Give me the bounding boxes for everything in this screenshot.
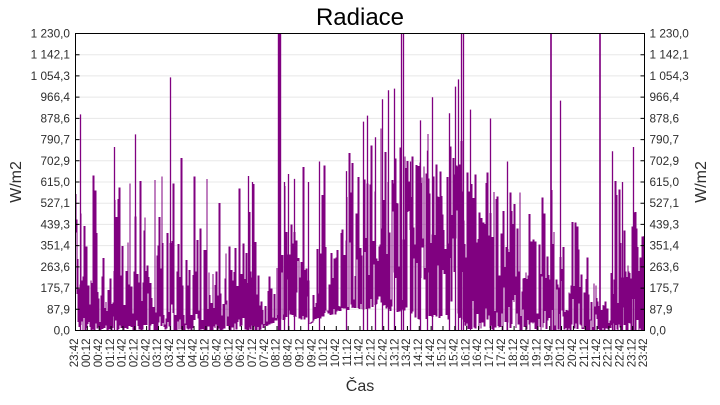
svg-text:17:12: 17:12 — [484, 339, 496, 368]
svg-text:00:12: 00:12 — [81, 339, 93, 368]
svg-text:08:42: 08:42 — [283, 339, 295, 368]
svg-text:00:42: 00:42 — [93, 339, 105, 368]
svg-text:351,4: 351,4 — [650, 239, 680, 253]
svg-text:11:12: 11:12 — [342, 339, 354, 367]
svg-text:09:12: 09:12 — [294, 339, 306, 368]
svg-text:1 142,1: 1 142,1 — [650, 48, 689, 62]
svg-text:878,6: 878,6 — [40, 111, 70, 125]
svg-text:01:12: 01:12 — [105, 339, 117, 368]
svg-text:263,6: 263,6 — [40, 260, 70, 274]
svg-text:07:42: 07:42 — [259, 339, 271, 368]
svg-text:19:12: 19:12 — [532, 339, 544, 368]
svg-text:702,9: 702,9 — [650, 154, 680, 168]
svg-text:20:12: 20:12 — [555, 339, 567, 368]
svg-text:263,6: 263,6 — [650, 260, 680, 274]
svg-text:05:42: 05:42 — [211, 339, 223, 368]
svg-text:0,0: 0,0 — [650, 324, 667, 338]
svg-text:527,1: 527,1 — [650, 196, 680, 210]
svg-text:966,4: 966,4 — [40, 90, 70, 104]
svg-text:351,4: 351,4 — [40, 239, 70, 253]
svg-text:87,9: 87,9 — [47, 302, 70, 316]
svg-text:12:42: 12:42 — [377, 339, 389, 368]
svg-text:04:12: 04:12 — [176, 339, 188, 368]
svg-text:07:12: 07:12 — [247, 339, 259, 368]
svg-text:13:42: 13:42 — [401, 339, 413, 368]
svg-text:03:12: 03:12 — [152, 339, 164, 368]
svg-text:06:12: 06:12 — [223, 339, 235, 368]
svg-text:23:42: 23:42 — [638, 339, 650, 368]
svg-text:17:42: 17:42 — [496, 339, 508, 368]
svg-text:13:12: 13:12 — [389, 339, 401, 368]
svg-text:966,4: 966,4 — [650, 90, 680, 104]
svg-text:615,0: 615,0 — [40, 175, 70, 189]
svg-text:878,6: 878,6 — [650, 111, 680, 125]
svg-text:18:12: 18:12 — [508, 339, 520, 368]
svg-text:W/m2: W/m2 — [8, 161, 25, 203]
svg-text:0,0: 0,0 — [54, 324, 71, 338]
svg-text:12:12: 12:12 — [366, 339, 378, 368]
svg-text:11:42: 11:42 — [354, 339, 366, 367]
svg-text:03:42: 03:42 — [164, 339, 176, 368]
svg-text:527,1: 527,1 — [40, 196, 70, 210]
svg-text:02:42: 02:42 — [140, 339, 152, 368]
svg-text:02:12: 02:12 — [128, 339, 140, 368]
svg-text:20:42: 20:42 — [567, 339, 579, 368]
svg-text:175,7: 175,7 — [40, 281, 70, 295]
svg-text:439,3: 439,3 — [650, 217, 680, 231]
svg-text:790,7: 790,7 — [650, 133, 680, 147]
svg-text:19:42: 19:42 — [543, 339, 555, 368]
svg-text:21:42: 21:42 — [591, 339, 603, 368]
svg-text:439,3: 439,3 — [40, 217, 70, 231]
svg-text:Čas: Čas — [346, 376, 374, 395]
svg-text:14:12: 14:12 — [413, 339, 425, 368]
svg-text:702,9: 702,9 — [40, 154, 70, 168]
svg-text:14:42: 14:42 — [425, 339, 437, 368]
svg-text:23:42: 23:42 — [69, 339, 81, 368]
svg-text:09:42: 09:42 — [306, 339, 318, 368]
svg-text:15:12: 15:12 — [437, 339, 449, 368]
svg-text:87,9: 87,9 — [650, 302, 673, 316]
svg-text:16:42: 16:42 — [472, 339, 484, 368]
svg-text:18:42: 18:42 — [520, 339, 532, 368]
svg-text:22:42: 22:42 — [614, 339, 626, 368]
svg-text:Radiace: Radiace — [316, 4, 404, 31]
svg-text:08:12: 08:12 — [271, 339, 283, 368]
svg-text:22:12: 22:12 — [603, 339, 615, 368]
svg-text:10:42: 10:42 — [330, 339, 342, 368]
svg-text:04:42: 04:42 — [188, 339, 200, 368]
svg-text:01:42: 01:42 — [117, 339, 129, 368]
svg-text:06:42: 06:42 — [235, 339, 247, 368]
svg-text:15:42: 15:42 — [449, 339, 461, 368]
svg-text:W/m2: W/m2 — [693, 161, 710, 203]
svg-text:10:12: 10:12 — [318, 339, 330, 368]
svg-text:175,7: 175,7 — [650, 281, 680, 295]
svg-text:615,0: 615,0 — [650, 175, 680, 189]
svg-text:21:12: 21:12 — [579, 339, 591, 368]
svg-text:23:12: 23:12 — [626, 339, 638, 368]
svg-text:05:12: 05:12 — [200, 339, 212, 368]
svg-text:16:12: 16:12 — [460, 339, 472, 368]
svg-text:1 142,1: 1 142,1 — [31, 48, 70, 62]
svg-text:1 054,3: 1 054,3 — [650, 69, 690, 83]
svg-text:1 230,0: 1 230,0 — [31, 27, 71, 41]
svg-text:790,7: 790,7 — [40, 133, 70, 147]
svg-text:1 054,3: 1 054,3 — [31, 69, 71, 83]
svg-text:1 230,0: 1 230,0 — [650, 27, 690, 41]
